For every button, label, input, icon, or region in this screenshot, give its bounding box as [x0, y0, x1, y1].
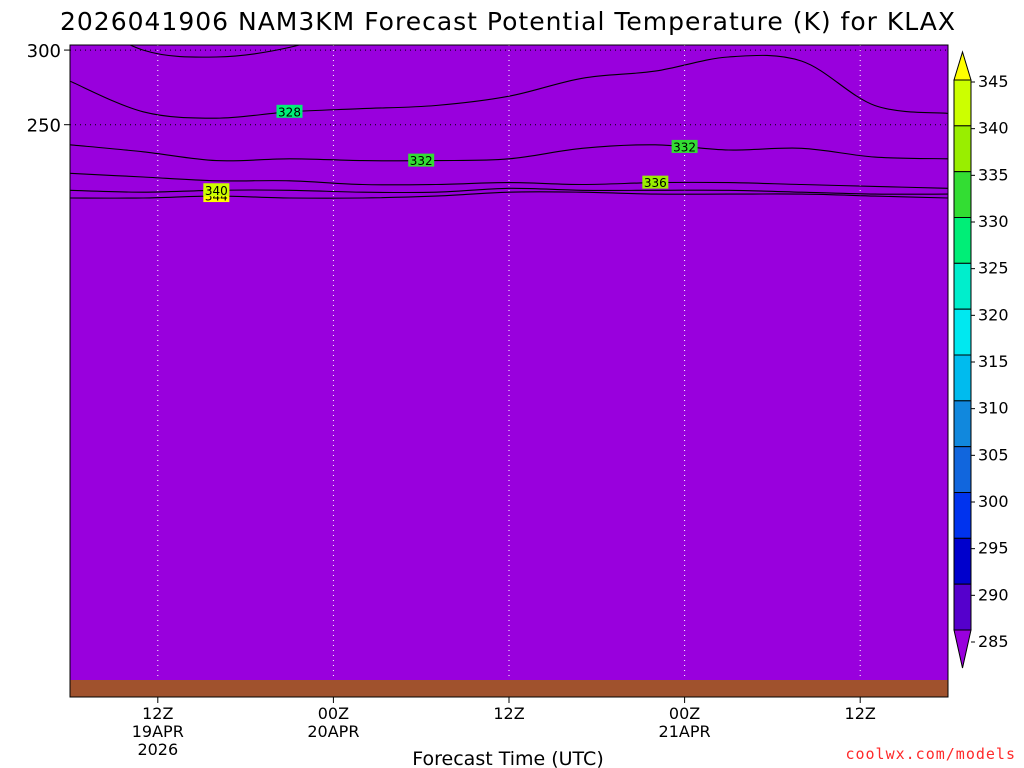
terrain-band — [70, 680, 948, 697]
colorbar-swatch-4 — [953, 217, 972, 264]
colorbar-swatch-10 — [953, 492, 972, 539]
y-tick-label-300: 300 — [27, 41, 61, 62]
x-tick-label-6-2: 19APR — [132, 722, 184, 741]
colorbar-swatch-3 — [953, 171, 972, 219]
chart-title: 2026041906 NAM3KM Forecast Potential Tem… — [60, 7, 956, 36]
colorbar-swatch-6 — [953, 308, 972, 356]
colorbar-swatch-8 — [953, 400, 972, 448]
colorbar-label-345: 345 — [978, 72, 1009, 91]
colorbar-label-315: 315 — [978, 352, 1009, 371]
x-tick-label-6-1: 12Z — [142, 704, 173, 723]
contour-label-340: 340 — [203, 183, 230, 198]
colorbar-swatch-5 — [953, 262, 972, 310]
colorbar-label-340: 340 — [978, 119, 1009, 138]
contour-label-328: 328 — [276, 104, 303, 119]
isentrope-332 — [70, 144, 948, 162]
colorbar-bottom-arrow — [953, 629, 972, 669]
svg-text:332: 332 — [410, 154, 433, 168]
x-tick-label-18-2: 20APR — [307, 722, 359, 741]
x-axis-label: Forecast Time (UTC) — [412, 748, 603, 768]
isentrope-lines — [70, 45, 948, 199]
x-tick-label-18-1: 00Z — [318, 704, 349, 723]
grid-lines — [70, 45, 948, 697]
x-tick-label-54-1: 12Z — [845, 704, 876, 723]
colorbar-swatch-1 — [953, 79, 972, 127]
y-tick-label-250: 250 — [27, 116, 61, 137]
colorbar-label-325: 325 — [978, 259, 1009, 278]
colorbar: 345 340 335 330 325 320 315 310 305 300 295 290 285 — [953, 50, 1009, 669]
colorbar-swatch-9 — [953, 446, 972, 493]
contour-label-332: 332 — [408, 153, 435, 168]
isentrope-336 — [70, 172, 948, 189]
svg-text:336: 336 — [644, 176, 667, 190]
svg-text:340: 340 — [205, 184, 228, 198]
colorbar-label-320: 320 — [978, 305, 1009, 324]
contour-labels: 3443403363323323283243203203163163123123… — [203, 104, 698, 204]
colorbar-label-310: 310 — [978, 399, 1009, 418]
contour-label-336: 336 — [642, 175, 669, 190]
colorbar-swatch-12 — [953, 583, 972, 631]
colorbar-label-305: 305 — [978, 445, 1009, 464]
x-tick-label-42-2: 21APR — [659, 722, 711, 741]
x-tick-label-30-1: 12Z — [493, 704, 524, 723]
colorbar-swatch-11 — [953, 537, 972, 585]
colorbar-label-330: 330 — [978, 212, 1009, 231]
isentrope-328 — [70, 54, 948, 119]
svg-text:332: 332 — [673, 140, 696, 154]
isentrope-324 — [128, 45, 302, 58]
colorbar-label-300: 300 — [978, 492, 1009, 511]
colorbar-swatch-2 — [953, 125, 972, 173]
x-tick-label-42-1: 00Z — [669, 704, 700, 723]
colorbar-label-290: 290 — [978, 585, 1009, 604]
y-axis: 2503003504004505005506006507007508008509… — [27, 41, 70, 137]
colorbar-label-295: 295 — [978, 539, 1009, 558]
x-tick-label-6-3: 2026 — [137, 740, 178, 759]
watermark: coolwx.com/models — [845, 745, 1016, 763]
colorbar-swatch-7 — [953, 354, 972, 402]
svg-text:328: 328 — [278, 105, 301, 119]
colorbar-label-285: 285 — [978, 632, 1009, 651]
colorbar-label-335: 335 — [978, 165, 1009, 184]
colorbar-top-arrow — [953, 50, 972, 81]
contour-label-332: 332 — [671, 139, 698, 154]
